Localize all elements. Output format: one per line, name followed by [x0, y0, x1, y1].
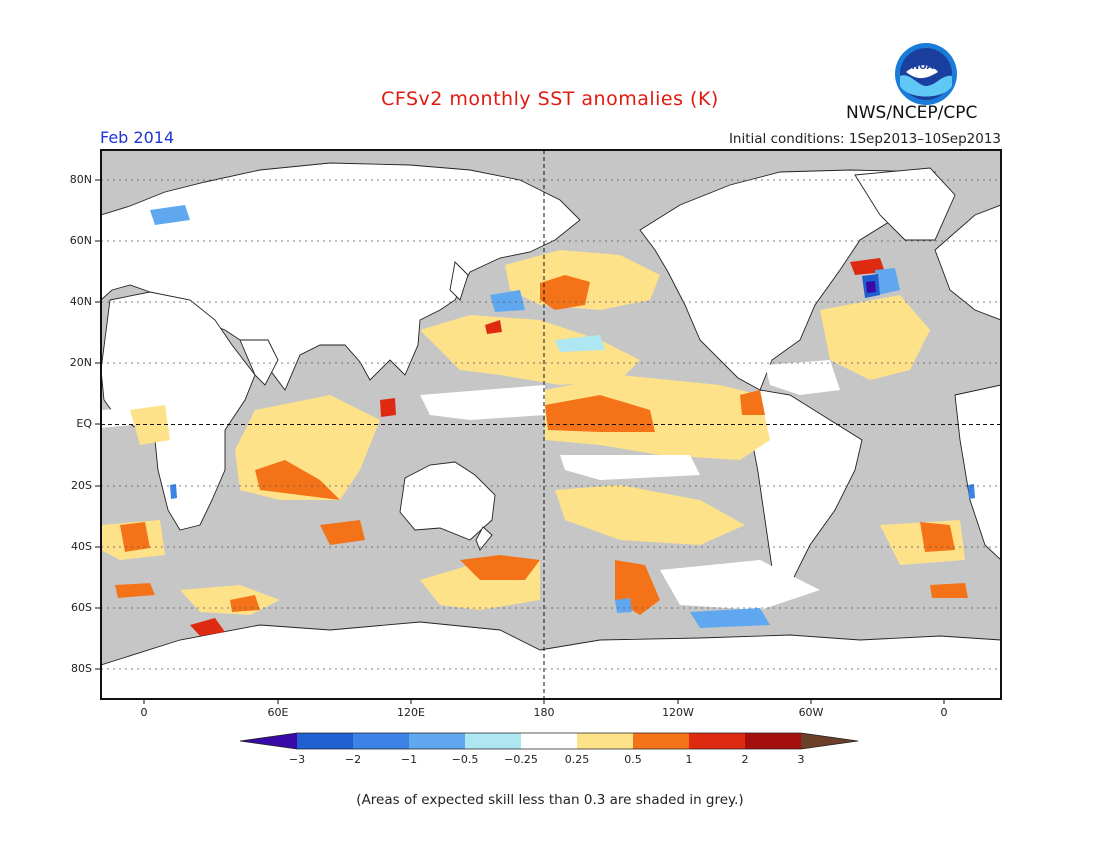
colorbar-label: −0.5 [451, 753, 479, 766]
map-field [101, 150, 1001, 699]
lon-label: 180 [533, 706, 555, 719]
initial-conditions: Initial conditions: 1Sep2013–10Sep2013 [728, 131, 1001, 147]
colorbar-bin [577, 733, 633, 749]
colorbar-bin [297, 733, 353, 749]
land-india [239, 339, 279, 386]
colorbar-label: −2 [344, 753, 362, 766]
lon-label: 0 [140, 706, 148, 719]
axis-ticks [95, 179, 945, 704]
land-africa-east [954, 384, 1001, 561]
lon-label: 0 [940, 706, 948, 719]
land-europe-east [934, 204, 1001, 321]
noaa-logo-icon: NOAA [895, 43, 957, 105]
chart-title: CFSv2 monthly SST anomalies (K) [381, 88, 719, 110]
lat-grid [101, 179, 1001, 670]
colorbar-label: 2 [741, 753, 749, 766]
lat-label: 80S [71, 662, 92, 675]
colorbar-label: 0.25 [564, 753, 590, 766]
lat-label: 60N [69, 234, 92, 247]
lat-label: 40S [71, 540, 92, 553]
lon-label: 120E [397, 706, 425, 719]
footer-note: (Areas of expected skill less than 0.3 a… [356, 792, 744, 808]
colorbar-bin [353, 733, 409, 749]
lat-label: 40N [69, 295, 92, 308]
colorbar-label: 3 [797, 753, 805, 766]
land-japan [449, 261, 469, 301]
lon-label: 60W [798, 706, 824, 719]
land-north-america [639, 169, 936, 391]
lat-label: 60S [71, 601, 92, 614]
colorbar-bin [409, 733, 465, 749]
lat-label: 20S [71, 479, 92, 492]
svg-text:NOAA: NOAA [912, 62, 941, 72]
colorbar-label: 0.5 [624, 753, 642, 766]
lat-label: 80N [69, 173, 92, 186]
forecast-period: Feb 2014 [100, 128, 175, 147]
lat-label: 20N [69, 356, 92, 369]
colorbar-label: −3 [288, 753, 306, 766]
cool-anomalies [101, 205, 975, 628]
lat-label: EQ [76, 417, 92, 430]
colorbar-bin [689, 733, 745, 749]
colorbar-over-triangle [801, 733, 858, 749]
colorbar-label: −0.25 [504, 753, 538, 766]
colorbar-bin [521, 733, 577, 749]
land-antarctica [101, 621, 1001, 699]
colorbar-bin [745, 733, 801, 749]
agency-label: NWS/NCEP/CPC [846, 103, 978, 123]
colorbar-bin [465, 733, 521, 749]
land-masses [101, 162, 1001, 699]
colorbar-bin [633, 733, 689, 749]
land-greenland [854, 167, 956, 241]
lon-label: 60E [267, 706, 289, 719]
colorbar-label: −1 [400, 753, 418, 766]
colorbar [239, 732, 859, 750]
colorbar-label: 1 [685, 753, 693, 766]
land-australia [399, 461, 496, 541]
colorbar-under-triangle [240, 733, 297, 749]
lon-label: 120W [662, 706, 694, 719]
land-new-zealand [475, 526, 493, 551]
